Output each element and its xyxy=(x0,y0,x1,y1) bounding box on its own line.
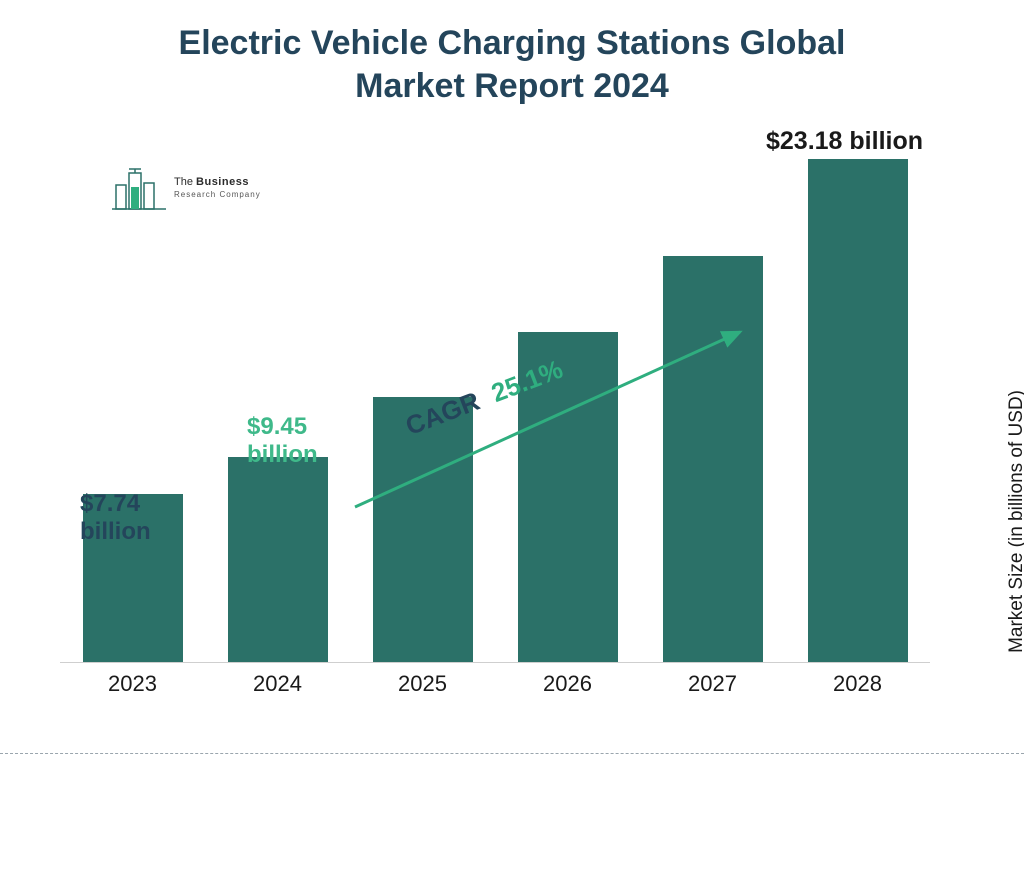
bar-wrap xyxy=(228,457,328,662)
value-label: $9.45billion xyxy=(247,413,318,468)
footer-divider xyxy=(0,753,1024,754)
x-tick-label: 2026 xyxy=(518,665,618,697)
title-line1: Electric Vehicle Charging Stations Globa… xyxy=(0,22,1024,65)
value-label: $23.18 billion xyxy=(766,127,923,156)
bar-wrap xyxy=(663,256,763,662)
bar xyxy=(663,256,763,662)
bars-container xyxy=(60,160,930,663)
x-tick-label: 2023 xyxy=(83,665,183,697)
x-tick-label: 2024 xyxy=(228,665,328,697)
bar-chart: 2023 2024 2025 2026 2027 2028 xyxy=(60,160,930,705)
chart-title: Electric Vehicle Charging Stations Globa… xyxy=(0,0,1024,107)
bar xyxy=(228,457,328,662)
title-line2: Market Report 2024 xyxy=(0,65,1024,108)
bar-wrap xyxy=(808,159,908,662)
bar xyxy=(808,159,908,662)
value-label: $7.74billion xyxy=(80,490,151,545)
x-axis-labels: 2023 2024 2025 2026 2027 2028 xyxy=(60,665,930,705)
y-axis-label: Market Size (in billions of USD) xyxy=(1006,390,1024,653)
x-tick-label: 2028 xyxy=(808,665,908,697)
x-tick-label: 2025 xyxy=(373,665,473,697)
x-tick-label: 2027 xyxy=(663,665,763,697)
